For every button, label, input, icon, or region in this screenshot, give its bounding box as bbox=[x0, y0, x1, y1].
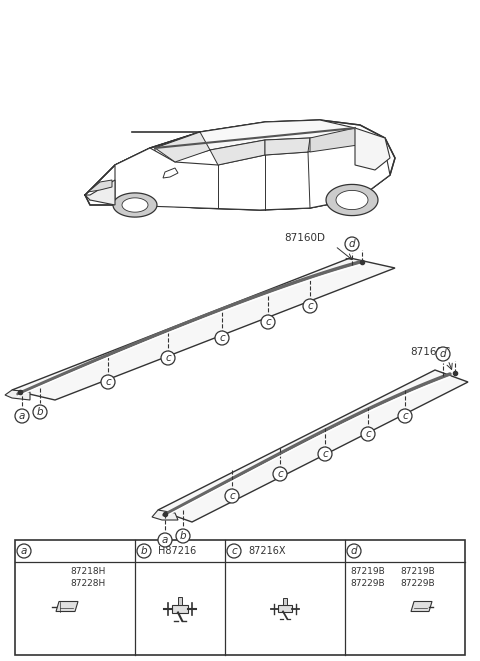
Circle shape bbox=[101, 375, 115, 389]
Text: a: a bbox=[19, 411, 25, 421]
Text: c: c bbox=[365, 429, 371, 439]
Circle shape bbox=[17, 544, 31, 558]
Circle shape bbox=[261, 315, 275, 329]
Circle shape bbox=[137, 544, 151, 558]
Text: 87160C: 87160C bbox=[410, 347, 450, 357]
Polygon shape bbox=[88, 180, 112, 192]
Polygon shape bbox=[85, 120, 395, 210]
Text: b: b bbox=[141, 546, 147, 556]
Text: 87218H
87228H: 87218H 87228H bbox=[70, 567, 106, 588]
Circle shape bbox=[273, 467, 287, 481]
Circle shape bbox=[158, 533, 172, 547]
Text: c: c bbox=[165, 353, 171, 363]
Circle shape bbox=[347, 544, 361, 558]
Text: c: c bbox=[231, 546, 237, 556]
Circle shape bbox=[303, 299, 317, 313]
Polygon shape bbox=[155, 132, 210, 162]
Bar bbox=[178, 596, 182, 605]
Text: b: b bbox=[180, 531, 186, 541]
Polygon shape bbox=[113, 193, 157, 217]
Polygon shape bbox=[158, 370, 468, 522]
Text: d: d bbox=[351, 546, 357, 556]
Text: 87219B
87229B: 87219B 87229B bbox=[350, 567, 385, 588]
Circle shape bbox=[225, 489, 239, 503]
Circle shape bbox=[215, 331, 229, 345]
Polygon shape bbox=[155, 120, 355, 162]
Text: 87160D: 87160D bbox=[285, 233, 325, 243]
Text: c: c bbox=[229, 491, 235, 501]
Polygon shape bbox=[5, 390, 30, 400]
Polygon shape bbox=[56, 602, 78, 611]
Circle shape bbox=[361, 427, 375, 441]
Bar bbox=[172, 605, 188, 613]
Polygon shape bbox=[355, 128, 390, 170]
Bar bbox=[15, 540, 465, 655]
Polygon shape bbox=[310, 128, 358, 152]
Text: H87216: H87216 bbox=[158, 546, 196, 556]
Text: c: c bbox=[105, 377, 111, 387]
Text: b: b bbox=[36, 407, 43, 417]
Polygon shape bbox=[411, 602, 432, 611]
Circle shape bbox=[318, 447, 332, 461]
Text: c: c bbox=[219, 333, 225, 343]
Polygon shape bbox=[210, 140, 265, 165]
Text: c: c bbox=[277, 469, 283, 479]
Polygon shape bbox=[122, 198, 148, 212]
Polygon shape bbox=[336, 190, 368, 210]
Polygon shape bbox=[152, 510, 178, 520]
Text: a: a bbox=[21, 546, 27, 556]
Circle shape bbox=[15, 409, 29, 423]
Text: c: c bbox=[307, 301, 313, 311]
Text: c: c bbox=[402, 411, 408, 421]
Polygon shape bbox=[265, 138, 310, 155]
Circle shape bbox=[345, 237, 359, 251]
Text: 87219B
87229B: 87219B 87229B bbox=[400, 567, 435, 588]
Circle shape bbox=[176, 529, 190, 543]
Circle shape bbox=[398, 409, 412, 423]
Polygon shape bbox=[163, 168, 178, 178]
Bar bbox=[278, 605, 292, 611]
Text: 87216X: 87216X bbox=[248, 546, 286, 556]
Text: c: c bbox=[322, 449, 328, 459]
Circle shape bbox=[227, 544, 241, 558]
Circle shape bbox=[436, 347, 450, 361]
Text: d: d bbox=[440, 349, 446, 359]
Text: d: d bbox=[348, 239, 355, 249]
Text: a: a bbox=[162, 535, 168, 545]
Polygon shape bbox=[12, 258, 395, 400]
Polygon shape bbox=[326, 184, 378, 215]
Text: c: c bbox=[265, 317, 271, 327]
Polygon shape bbox=[115, 140, 390, 210]
Polygon shape bbox=[85, 180, 115, 205]
Circle shape bbox=[33, 405, 47, 419]
Bar bbox=[283, 598, 287, 605]
Circle shape bbox=[161, 351, 175, 365]
